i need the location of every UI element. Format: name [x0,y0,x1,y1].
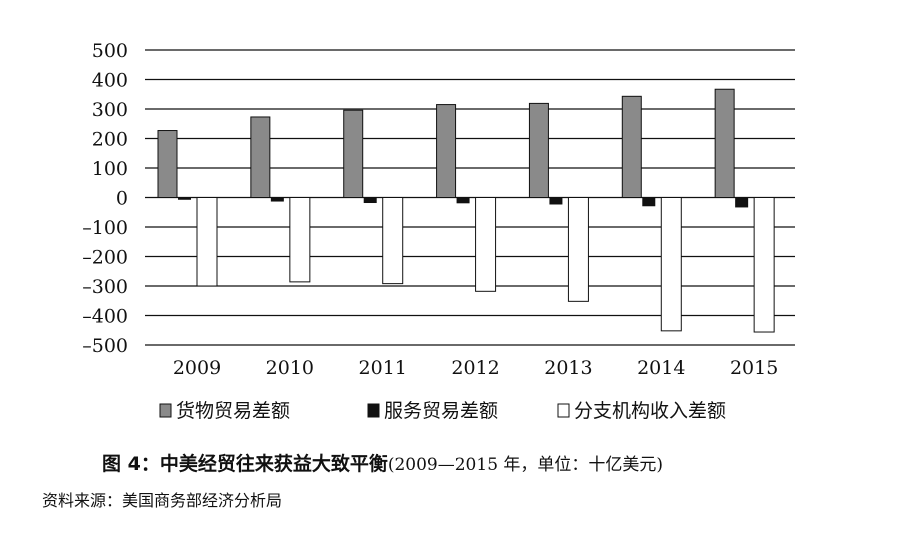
legend-item: 分支机构收入差额 [557,400,726,422]
bar-goods [343,109,364,198]
y-axis-ticks: 500 400 300 200 100 0 –100 –200 –300 –400 –500 [82,40,128,357]
bar-services [363,197,377,204]
y-tick-label: 300 [92,99,128,121]
figure-caption: 图 4：中美经贸往来获益大致平衡(2009—2015 年，单位：十亿美元) [102,452,892,477]
gridlines [145,49,795,346]
bar-affiliates [382,197,404,285]
x-tick-label: 2015 [730,357,778,379]
x-tick-label: 2012 [451,357,499,379]
y-tick-label: –200 [82,247,128,269]
bar-services [456,197,470,204]
bar-affiliates [567,197,589,302]
bar-services [178,197,191,200]
bar-goods [436,104,457,198]
bar-services [549,197,563,205]
legend-label: 分支机构收入差额 [574,400,726,422]
x-tick-label: 2013 [544,357,592,379]
bar-affiliates [289,197,311,283]
y-tick-label: –500 [82,335,128,357]
caption-title: 图 4：中美经贸往来获益大致平衡 [102,453,388,475]
legend-swatch [557,403,570,418]
bar-goods [157,130,178,198]
legend-label: 货物贸易差额 [176,400,290,422]
x-axis-ticks: 2009 2010 2011 2012 2013 2014 2015 [173,357,779,379]
bar-goods [621,95,642,198]
y-tick-label: –300 [82,276,128,298]
legend-item: 货物贸易差额 [159,400,290,422]
legend-swatch [367,403,380,418]
y-tick-label: 400 [92,70,128,92]
bar-affiliates [753,197,775,333]
y-tick-label: –400 [82,306,128,328]
legend-swatch [159,403,172,418]
bar-services [642,197,656,207]
legend-item: 服务贸易差额 [367,400,498,422]
x-tick-label: 2009 [173,357,221,379]
y-tick-label: –100 [82,217,128,239]
bar-chart: 500 400 300 200 100 0 –100 –200 –300 –400 –500 200… [82,40,795,422]
bar-services [735,197,749,208]
bar-goods [528,102,549,198]
x-tick-label: 2014 [637,357,685,379]
bar-affiliates [660,197,682,332]
y-tick-label: 500 [92,40,128,62]
caption-note: (2009—2015 年，单位：十亿美元) [387,455,664,475]
bar-goods [714,88,735,198]
legend: 货物贸易差额 服务贸易差额 分支机构收入差额 [159,400,726,422]
bar-goods [250,116,271,198]
x-tick-label: 2011 [359,357,407,379]
legend-label: 服务贸易差额 [384,400,498,422]
bars [157,88,775,333]
bar-affiliates [475,197,497,292]
y-tick-label: 100 [92,158,128,180]
y-tick-label: 0 [116,188,128,210]
x-tick-label: 2010 [266,357,314,379]
source-note: 资料来源：美国商务部经济分析局 [42,491,283,510]
bar-affiliates [196,197,218,287]
bar-services [270,197,284,202]
y-tick-label: 200 [92,129,128,151]
